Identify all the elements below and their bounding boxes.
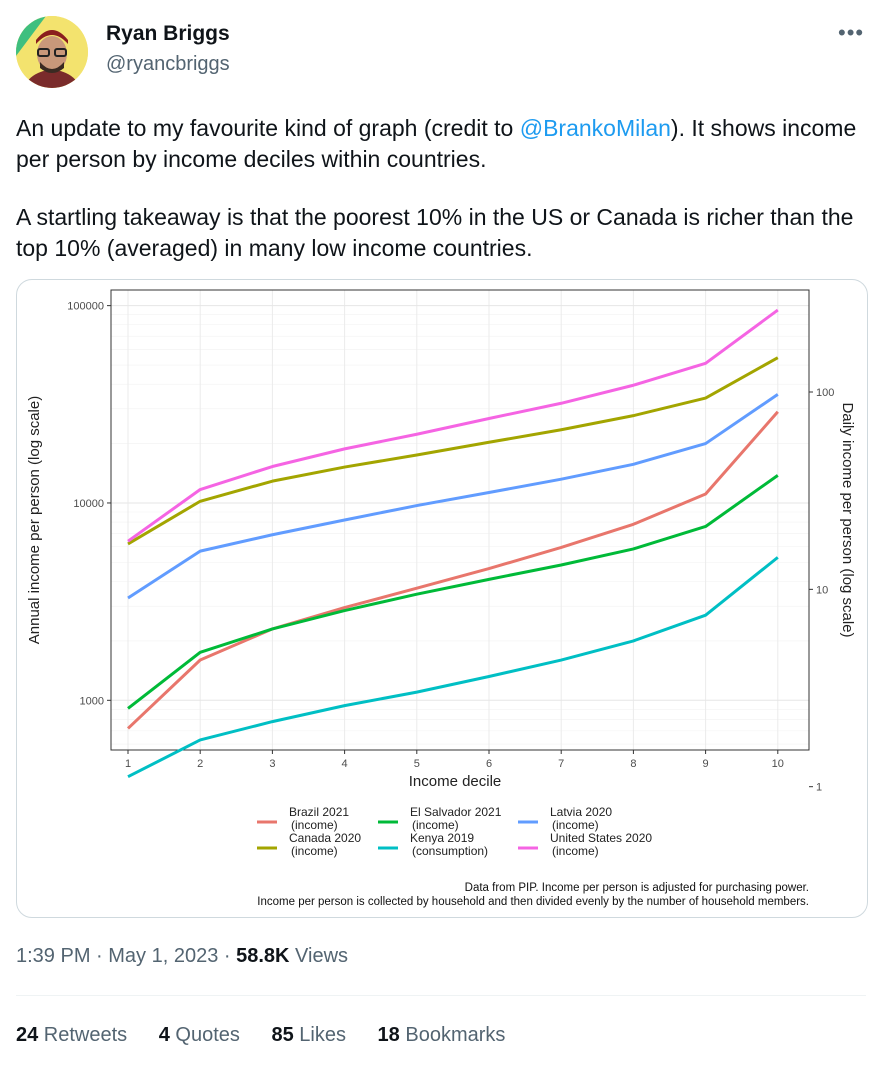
legend-label: United States 2020 — [550, 831, 652, 845]
views-label: Views — [289, 945, 349, 967]
x-tick-label: 1 — [125, 758, 131, 770]
x-tick-label: 8 — [630, 758, 636, 770]
quotes-count: 4 — [158, 1024, 170, 1046]
engagement-stats: 24 Retweets 4 Quotes 85 Likes 18 Bookmar… — [16, 1024, 531, 1047]
x-tick-label: 9 — [703, 758, 709, 770]
meta-separator: · — [218, 945, 237, 967]
legend-sublabel: (income) — [291, 844, 338, 858]
series-line-kenya-2019 — [127, 556, 779, 779]
chart-footnote-2: Income per person is collected by househ… — [257, 896, 809, 908]
tweet-text: An update to my favourite kind of graph … — [16, 113, 876, 264]
series-line-brazil-2021 — [126, 410, 779, 730]
series-line-canada-2020 — [127, 356, 779, 546]
x-tick-label: 3 — [269, 758, 275, 770]
likes-stat[interactable]: 85 Likes — [271, 1024, 346, 1047]
legend-sublabel: (consumption) — [412, 844, 488, 858]
chart-footnote-1: Data from PIP. Income per person is adju… — [465, 882, 809, 894]
likes-label: Likes — [293, 1024, 346, 1046]
quotes-stat[interactable]: 4 Quotes — [159, 1024, 240, 1047]
bookmarks-stat[interactable]: 18 Bookmarks — [378, 1024, 506, 1047]
y2-tick-label: 1 — [816, 782, 822, 794]
legend-label: El Salvador 2021 — [410, 805, 502, 819]
tweet-time[interactable]: 1:39 PM — [16, 945, 91, 967]
meta-separator: · — [90, 945, 109, 967]
y-tick-label: 10000 — [73, 498, 104, 510]
tweet-paragraph-2: A startling takeaway is that the poorest… — [16, 204, 854, 261]
retweets-stat[interactable]: 24 Retweets — [16, 1024, 127, 1047]
quotes-label: Quotes — [169, 1024, 240, 1046]
tweet-text-part: An update to my favourite kind of graph … — [16, 115, 520, 141]
x-tick-label: 10 — [772, 758, 784, 770]
tweet-date[interactable]: May 1, 2023 — [108, 945, 219, 967]
bookmarks-count: 18 — [377, 1024, 400, 1046]
legend-label: Latvia 2020 — [550, 805, 612, 819]
chart-image-card[interactable]: 1000 10000 100000 1 10 100 1 2 3 4 5 6 7 8 9 10 Income d… — [16, 279, 868, 918]
avatar-image — [16, 16, 88, 88]
author-name[interactable]: Ryan Briggs — [106, 22, 230, 45]
y-axis-title: Annual income per person (log scale) — [26, 396, 43, 644]
bookmarks-label: Bookmarks — [399, 1024, 506, 1046]
legend-sublabel: (income) — [412, 818, 459, 832]
likes-count: 85 — [271, 1024, 294, 1046]
tweet-text-part: ). It shows income per person by income … — [16, 115, 857, 172]
legend-sublabel: (income) — [552, 844, 599, 858]
series-line-latvia-2020 — [127, 393, 779, 600]
author-handle[interactable]: @ryancbriggs — [106, 53, 230, 75]
retweets-label: Retweets — [38, 1024, 128, 1046]
tweet-paragraph-1: An update to my favourite kind of graph … — [16, 113, 876, 175]
legend-sublabel: (income) — [552, 818, 599, 832]
legend-label: Kenya 2019 — [410, 831, 474, 845]
plot-panel — [110, 289, 810, 751]
x-axis-title: Income decile — [409, 773, 502, 790]
legend-label: Brazil 2021 — [289, 805, 349, 819]
legend-sublabel: (income) — [291, 818, 338, 832]
y2-axis-title: Daily income per person (log scale) — [839, 402, 856, 637]
mention-link[interactable]: @BrankoMilan — [519, 115, 671, 141]
x-tick-label: 5 — [414, 758, 420, 770]
x-tick-label: 4 — [342, 758, 348, 770]
divider — [16, 995, 866, 996]
income-decile-chart: 1000 10000 100000 1 10 100 1 2 3 4 5 6 7 8 9 10 Income d… — [26, 289, 856, 908]
legend-label: Canada 2020 — [289, 831, 361, 845]
retweets-count: 24 — [16, 1024, 39, 1046]
series-line-el-salvador-2021 — [127, 474, 779, 710]
tweet-meta: 1:39 PM · May 1, 2023 · 58.8K Views — [16, 945, 348, 968]
y-tick-label: 1000 — [80, 695, 104, 707]
series-line-united-states-2020 — [127, 308, 779, 543]
y-tick-label: 100000 — [67, 301, 104, 313]
x-tick-label: 6 — [486, 758, 492, 770]
avatar[interactable] — [16, 16, 88, 88]
y2-tick-label: 100 — [816, 387, 834, 399]
y2-tick-label: 10 — [816, 584, 828, 596]
x-tick-label: 7 — [558, 758, 564, 770]
more-horizontal-icon[interactable]: ••• — [838, 20, 865, 45]
x-tick-label: 2 — [197, 758, 203, 770]
views-count: 58.8K — [236, 945, 290, 967]
